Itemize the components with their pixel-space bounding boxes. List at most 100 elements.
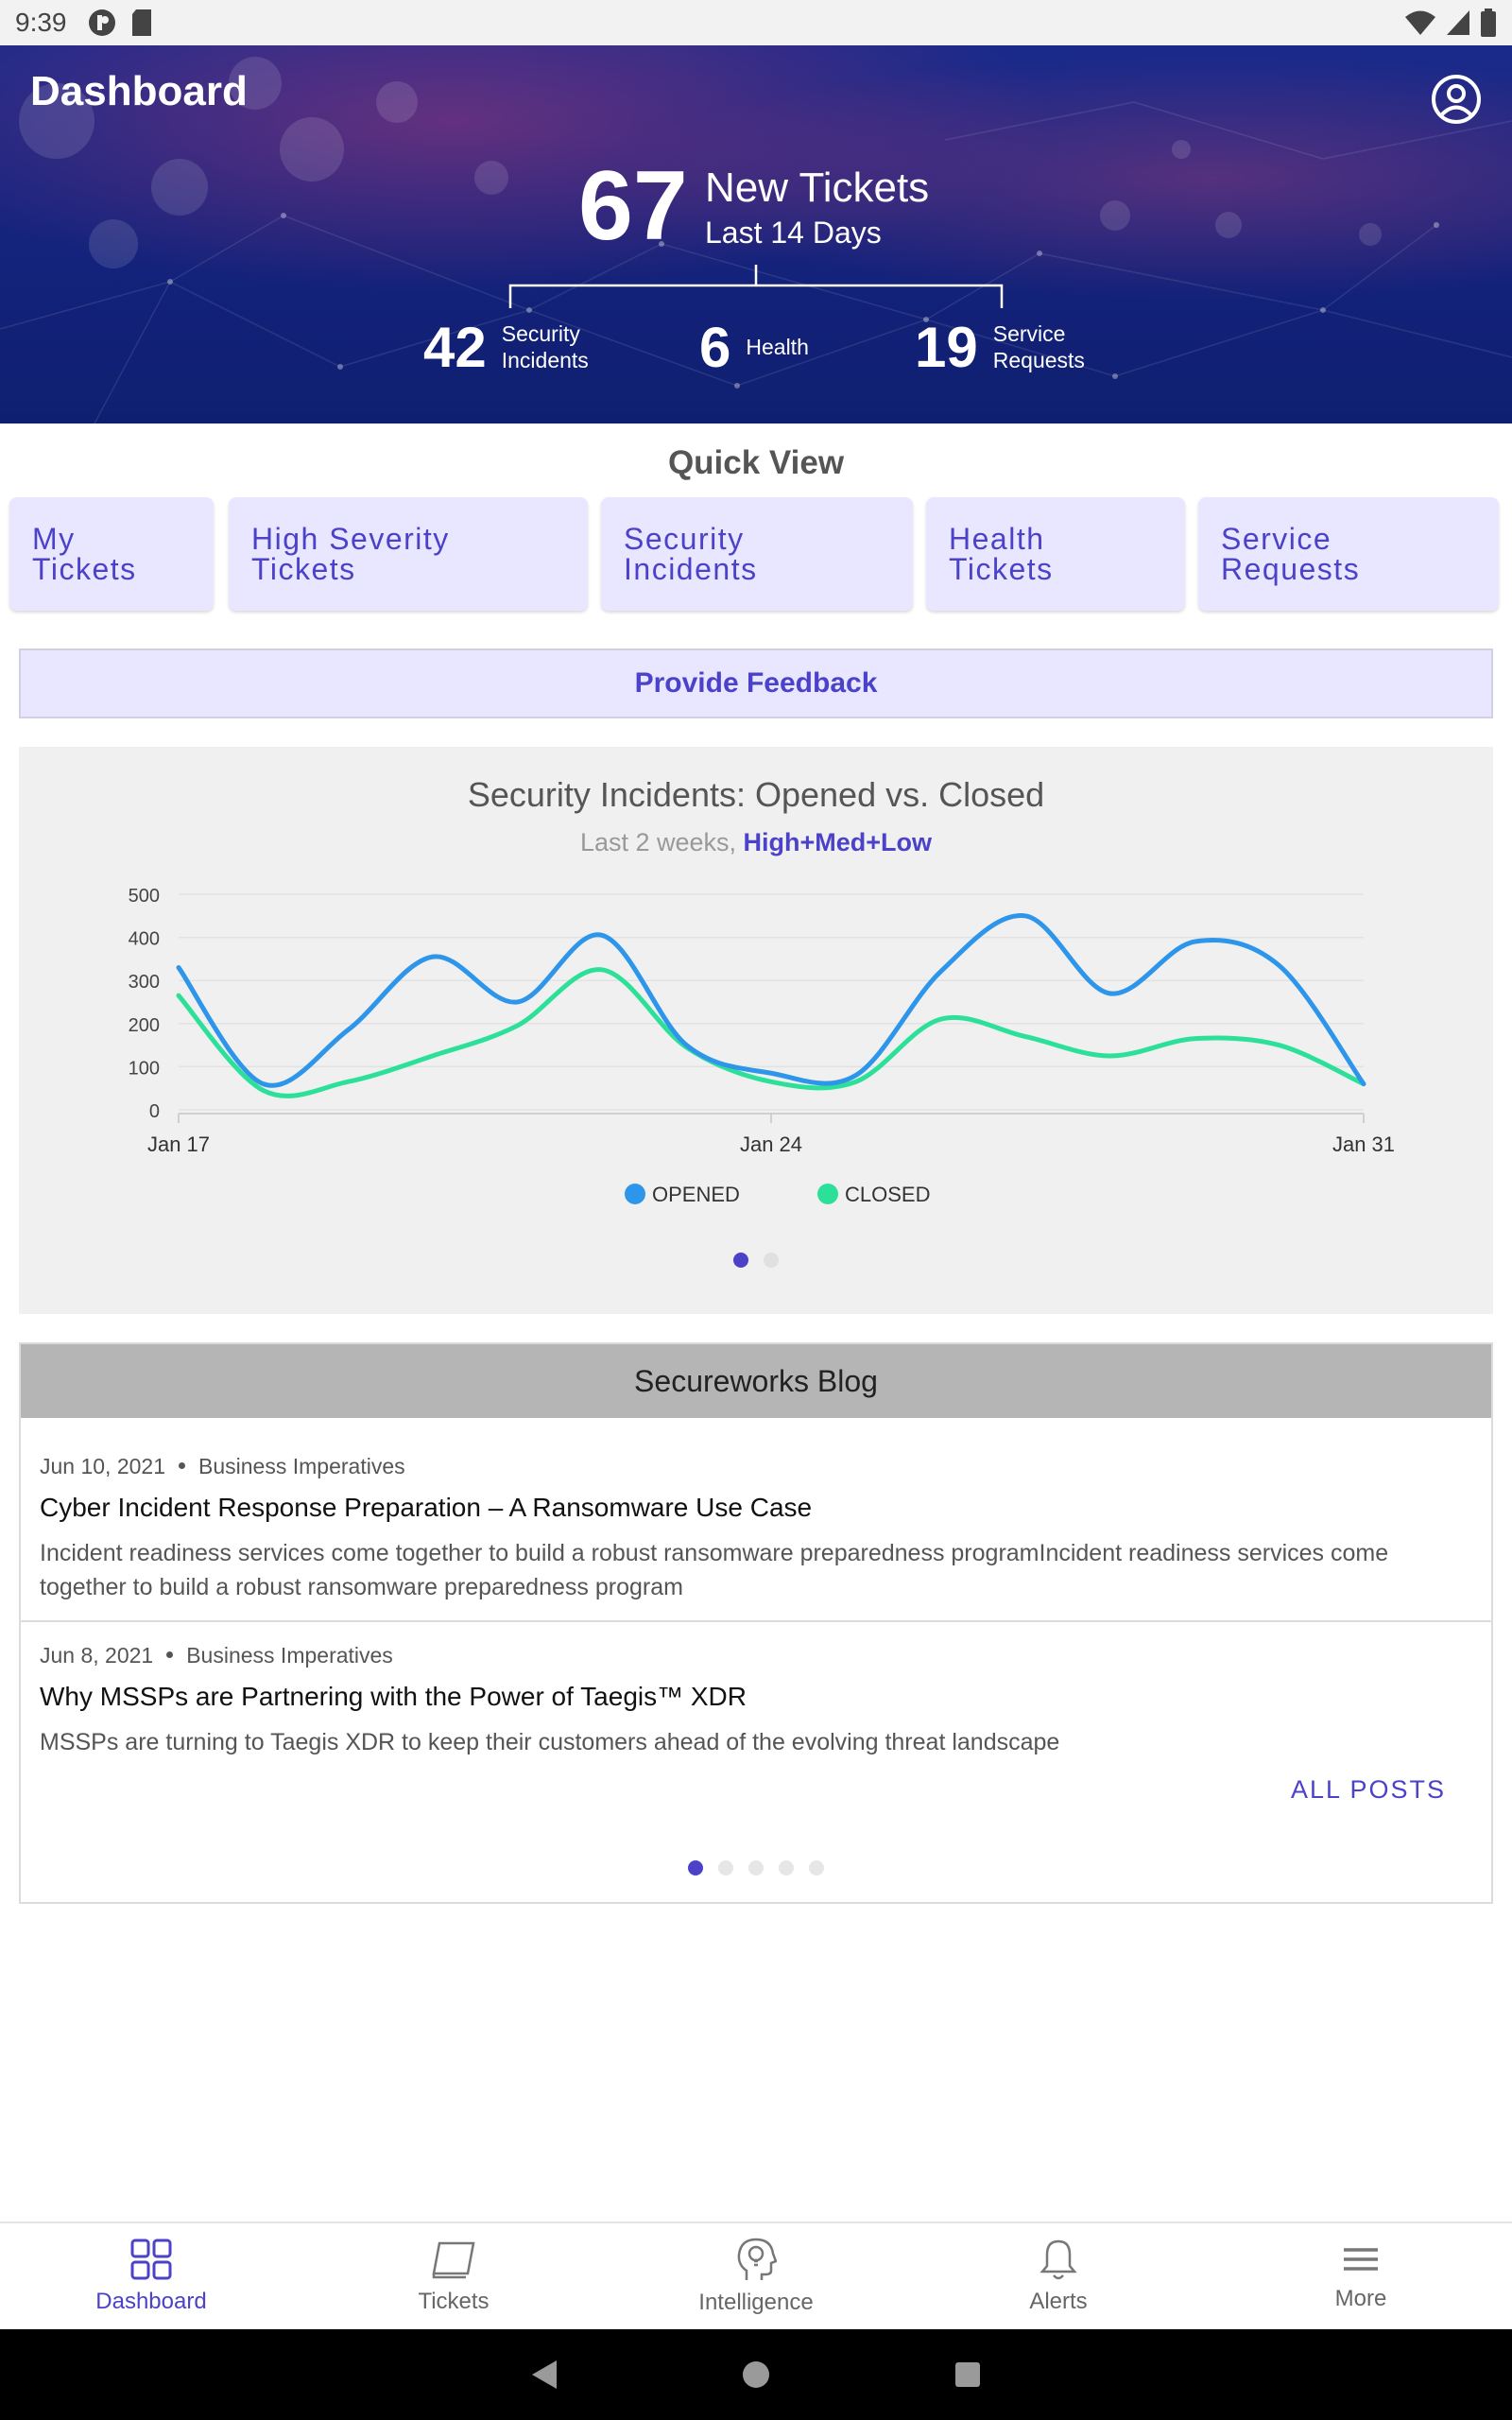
legend-label: CLOSED bbox=[845, 1183, 930, 1206]
nav-label: Tickets bbox=[418, 2289, 490, 2314]
page-title: Dashboard bbox=[30, 68, 248, 114]
stat-label: Service bbox=[992, 321, 1066, 347]
post-category: Business Imperatives bbox=[198, 1454, 405, 1478]
signal-icon bbox=[1447, 10, 1469, 35]
y-tick-label: 300 bbox=[129, 972, 160, 993]
blog-pager-dot[interactable] bbox=[809, 1860, 824, 1876]
system-navigation-bar bbox=[0, 2329, 1512, 2420]
quick-view-row: My Tickets High Severity Tickets Securit… bbox=[9, 497, 1503, 611]
quick-view-label: My bbox=[32, 522, 76, 556]
x-tick-label: Jan 24 bbox=[740, 1132, 802, 1156]
quick-view-high-severity[interactable]: High Severity Tickets bbox=[229, 497, 588, 611]
nav-label: Intelligence bbox=[698, 2290, 814, 2315]
x-tick-label: Jan 17 bbox=[147, 1132, 210, 1156]
post-title: Why MSSPs are Partnering with the Power … bbox=[40, 1682, 747, 1711]
severity-filter-link[interactable]: High+Med+Low bbox=[743, 828, 933, 856]
y-tick-label: 500 bbox=[129, 886, 160, 907]
bell-icon bbox=[1040, 2239, 1077, 2280]
chart-pager-dot bbox=[733, 1253, 748, 1268]
y-tick-label: 200 bbox=[129, 1015, 160, 1036]
stat-security-incidents: 42 Security Incidents bbox=[423, 320, 625, 376]
blog-pager bbox=[21, 1860, 1491, 1876]
post-title: Cyber Incident Response Preparation – A … bbox=[40, 1493, 813, 1522]
post-date: Jun 8, 2021 bbox=[40, 1643, 154, 1668]
app-notification-icon bbox=[88, 9, 115, 36]
lightbulb-head-icon bbox=[737, 2238, 777, 2280]
all-posts-link[interactable]: ALL POSTS bbox=[1290, 1775, 1446, 1804]
nav-more[interactable]: More bbox=[1210, 2223, 1512, 2329]
blog-pager-dot[interactable] bbox=[748, 1860, 764, 1876]
stat-value: 6 bbox=[699, 316, 731, 379]
blog-card: Secureworks Blog Jun 10, 2021 Business Im… bbox=[19, 1342, 1493, 1904]
y-tick-label: 100 bbox=[129, 1058, 160, 1079]
blog-pager-dot[interactable] bbox=[688, 1860, 703, 1876]
battery-icon bbox=[1481, 9, 1496, 37]
post-divider bbox=[21, 1620, 1491, 1622]
status-time: 9:39 bbox=[15, 8, 67, 37]
separator-dot bbox=[179, 1462, 186, 1470]
network-background-icon bbox=[0, 57, 1512, 424]
ticket-icon bbox=[432, 2241, 475, 2279]
total-new-tickets: 67 bbox=[578, 151, 688, 261]
incidents-chart-card[interactable]: Security Incidents: Opened vs. Closed La… bbox=[19, 747, 1493, 1314]
quick-view-my-tickets[interactable]: My Tickets bbox=[9, 497, 214, 611]
nav-alerts[interactable]: Alerts bbox=[907, 2223, 1210, 2329]
quick-view-label: Service bbox=[1221, 522, 1332, 556]
post-description: Incident readiness services come togethe… bbox=[40, 1540, 1389, 1600]
range-label: Last 14 Days bbox=[705, 216, 882, 250]
nav-label: Alerts bbox=[1029, 2289, 1088, 2314]
quick-view-label: Tickets bbox=[32, 552, 137, 586]
blog-post[interactable]: Jun 10, 2021 Business Imperatives Cyber I… bbox=[40, 1454, 1476, 1604]
nav-tickets[interactable]: Tickets bbox=[302, 2223, 605, 2329]
nav-intelligence[interactable]: Intelligence bbox=[605, 2223, 907, 2329]
post-description: MSSPs are turning to Taegis XDR to keep … bbox=[40, 1729, 1060, 1755]
quick-view-security-incidents[interactable]: Security Incidents bbox=[601, 497, 913, 611]
status-bar: 9:39 bbox=[0, 0, 1512, 45]
blog-pager-dot[interactable] bbox=[779, 1860, 794, 1876]
blog-title: Secureworks Blog bbox=[21, 1344, 1491, 1418]
stat-value: 19 bbox=[915, 316, 978, 379]
chart-subtitle-prefix: Last 2 weeks, bbox=[579, 828, 744, 856]
chart-title: Security Incidents: Opened vs. Closed bbox=[467, 775, 1045, 814]
grid-icon bbox=[130, 2238, 172, 2280]
post-category: Business Imperatives bbox=[186, 1643, 393, 1668]
stat-label: Health bbox=[746, 335, 809, 360]
quick-view-service-requests[interactable]: Service Requests bbox=[1198, 497, 1499, 611]
separator-dot bbox=[166, 1651, 174, 1659]
menu-icon bbox=[1344, 2248, 1378, 2271]
x-tick-label: Jan 31 bbox=[1332, 1132, 1395, 1156]
quick-view-label: Health bbox=[949, 522, 1045, 556]
chart-subtitle: Last 2 weeks, High+Med+Low bbox=[19, 828, 1493, 857]
stat-service-requests: 19 Service Requests bbox=[915, 320, 1116, 376]
y-tick-label: 0 bbox=[149, 1101, 160, 1122]
quick-view-label: Requests bbox=[1221, 552, 1361, 586]
blog-post[interactable]: Jun 8, 2021 Business Imperatives Why MSSP… bbox=[40, 1643, 1476, 1759]
nav-label: More bbox=[1334, 2286, 1387, 2311]
legend-label: OPENED bbox=[652, 1183, 740, 1206]
back-icon[interactable] bbox=[528, 2359, 560, 2391]
home-icon[interactable] bbox=[740, 2359, 772, 2391]
quick-view-label: High Severity bbox=[251, 522, 450, 556]
y-tick-label: 400 bbox=[129, 929, 160, 950]
stat-label: Incidents bbox=[501, 348, 589, 372]
recents-icon[interactable] bbox=[952, 2359, 984, 2391]
nav-label: Dashboard bbox=[95, 2289, 207, 2314]
quick-view-title: Quick View bbox=[667, 444, 845, 481]
series-line-opened bbox=[176, 913, 1366, 1088]
chart-pager-dot bbox=[764, 1253, 779, 1268]
series-line-closed bbox=[176, 967, 1366, 1098]
legend-marker bbox=[625, 1184, 645, 1204]
blog-pager-dot[interactable] bbox=[718, 1860, 733, 1876]
stat-value: 42 bbox=[423, 316, 487, 379]
quick-view-label: Tickets bbox=[251, 552, 356, 586]
nav-dashboard[interactable]: Dashboard bbox=[0, 2223, 302, 2329]
profile-icon[interactable] bbox=[1431, 74, 1482, 125]
new-tickets-label: New Tickets bbox=[705, 164, 930, 211]
sd-card-icon bbox=[131, 9, 151, 36]
wifi-icon bbox=[1405, 10, 1435, 35]
quick-view-label: Incidents bbox=[624, 552, 758, 586]
quick-view-label: Tickets bbox=[949, 552, 1054, 586]
provide-feedback-button[interactable]: Provide Feedback bbox=[19, 648, 1493, 718]
post-date: Jun 10, 2021 bbox=[40, 1454, 166, 1478]
quick-view-health-tickets[interactable]: Health Tickets bbox=[926, 497, 1185, 611]
